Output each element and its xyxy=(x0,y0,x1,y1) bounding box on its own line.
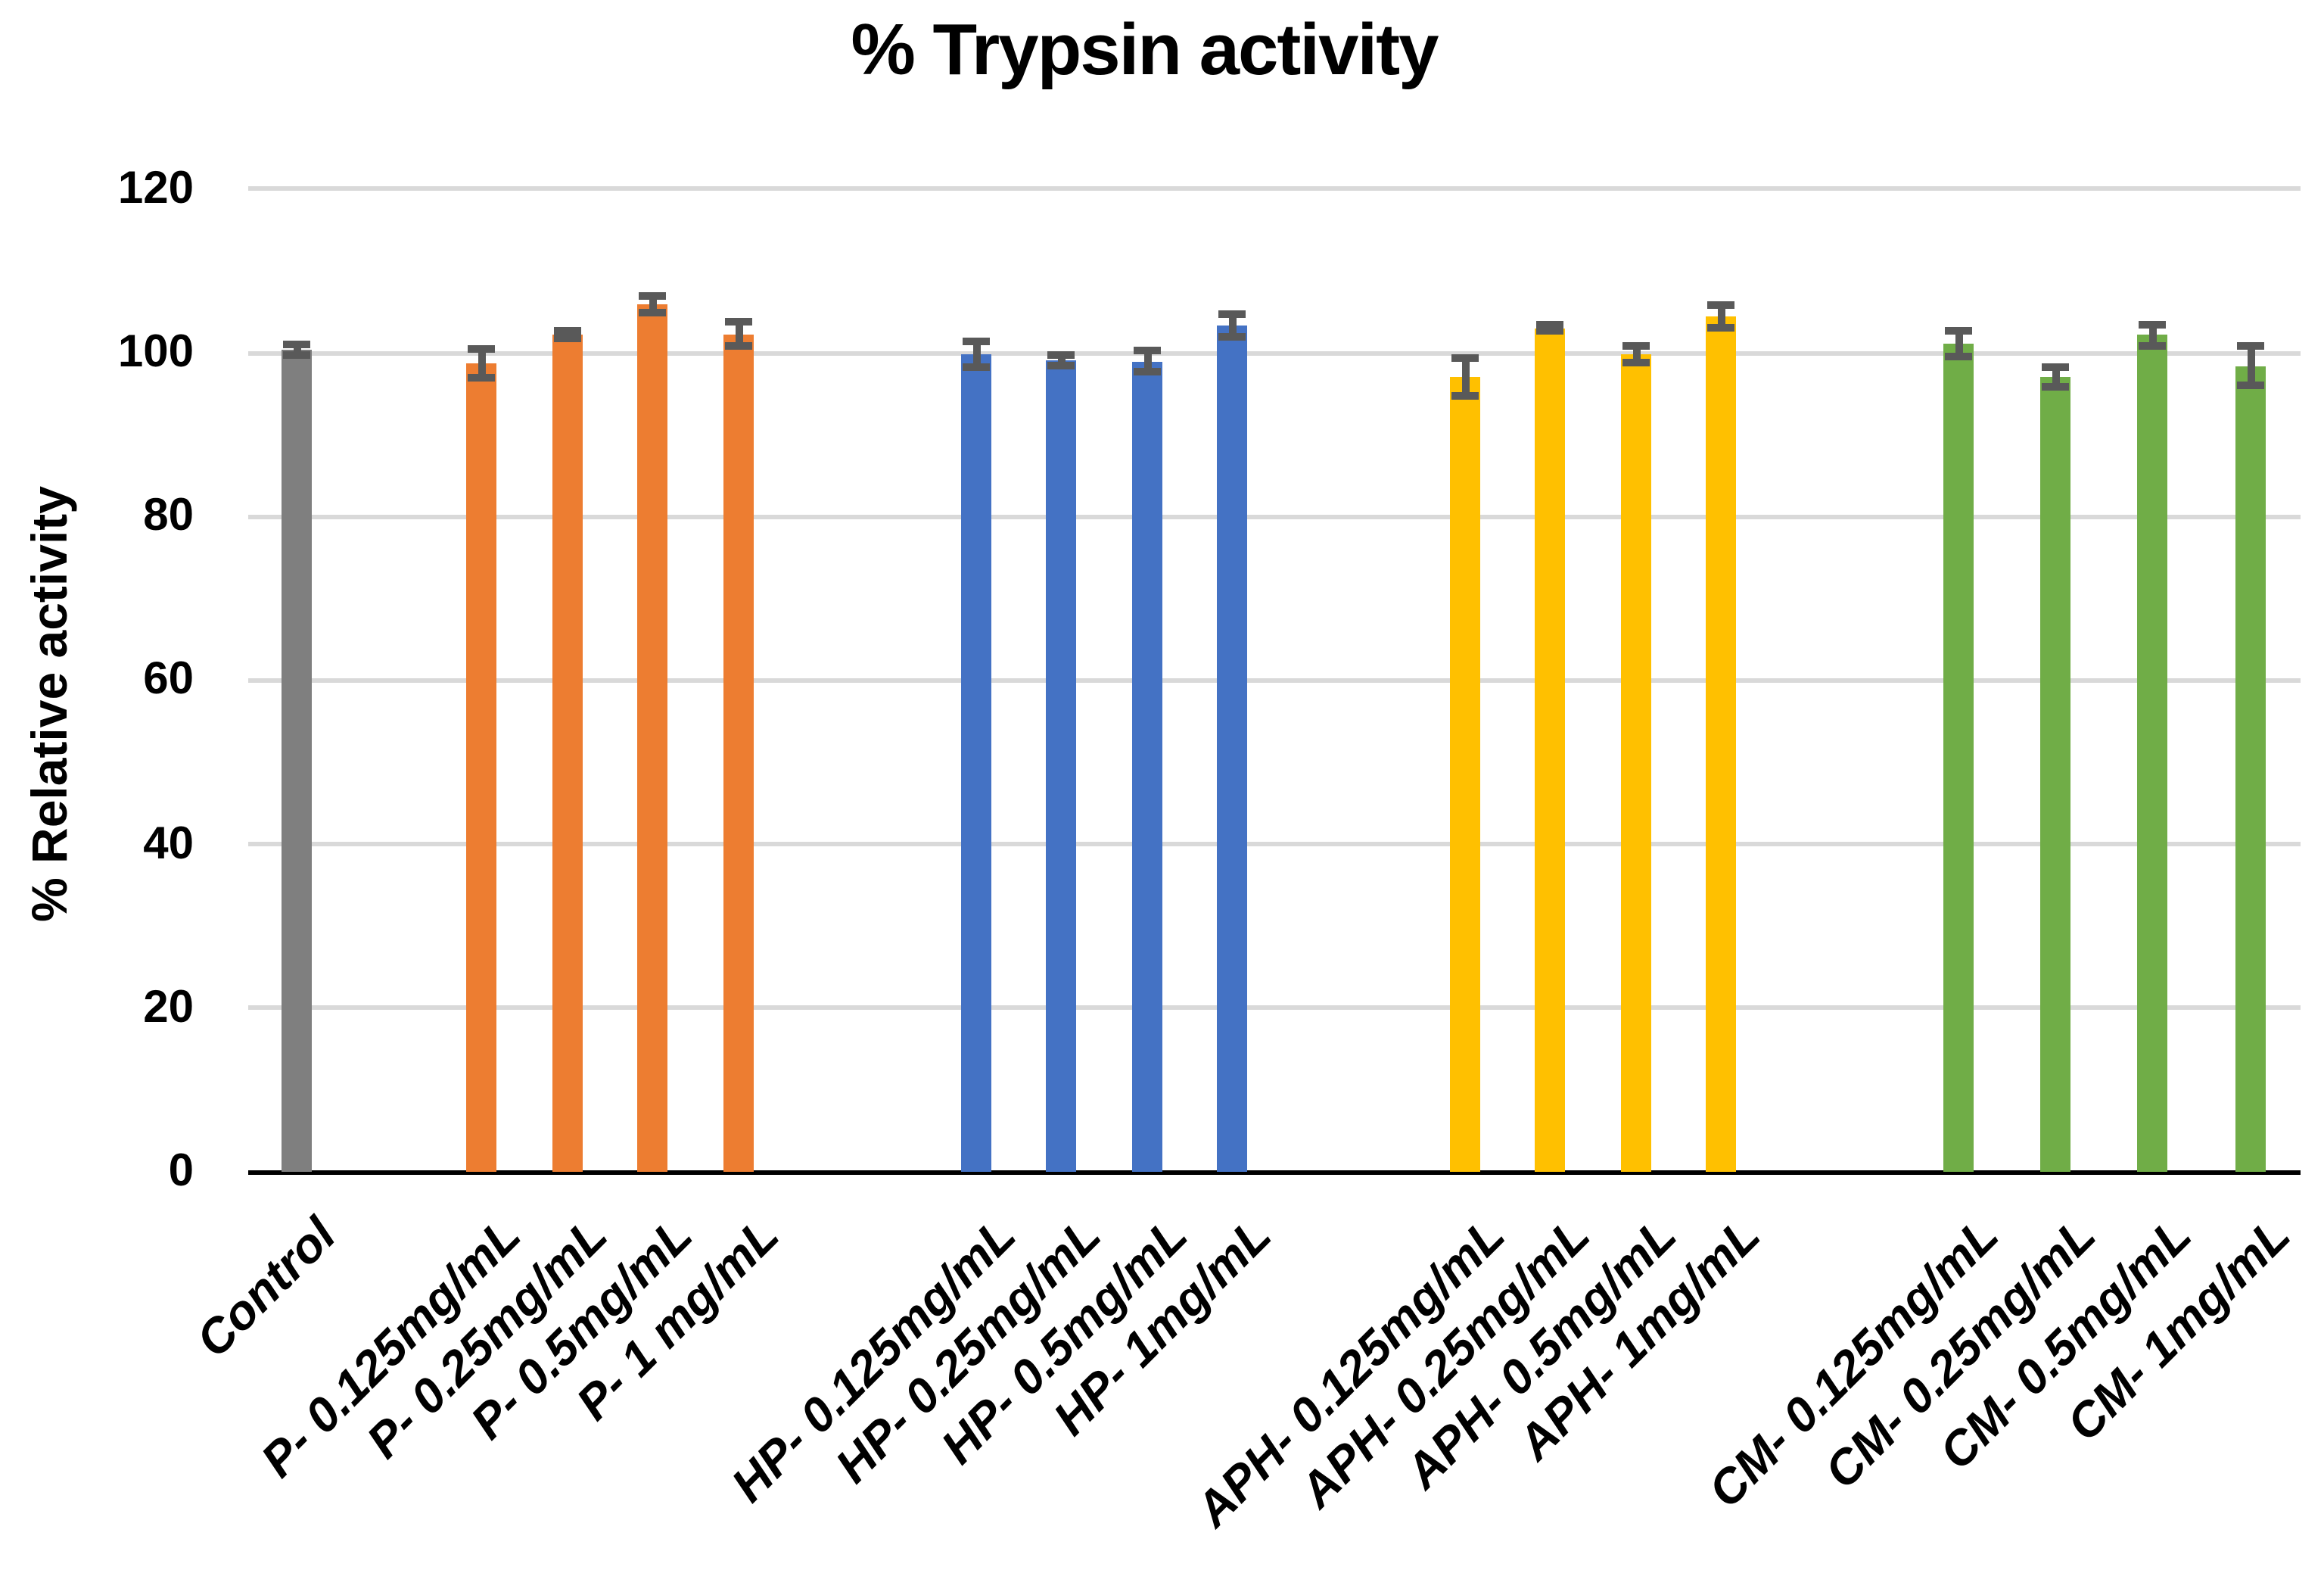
x-axis-line xyxy=(248,1170,2301,1174)
gridline-100 xyxy=(248,350,2301,355)
error-bar-cap-top xyxy=(639,292,666,301)
error-bar xyxy=(564,330,571,339)
error-bar-cap-top xyxy=(725,318,752,326)
error-bar-cap-top xyxy=(1134,347,1161,355)
bar-aph-0.25mg-ml xyxy=(1535,328,1565,1172)
error-bar xyxy=(649,296,656,313)
error-bar xyxy=(1228,314,1236,338)
y-tick-label-40: 40 xyxy=(143,818,194,869)
error-bar-cap-bottom xyxy=(2042,382,2069,391)
error-bar-cap-bottom xyxy=(1451,391,1479,400)
error-bar-cap-bottom xyxy=(1536,327,1563,335)
bar-cm-0.5mg-ml xyxy=(2137,335,2167,1172)
error-bar-cap-bottom xyxy=(1622,358,1650,366)
error-bar-cap-bottom xyxy=(1707,324,1734,332)
error-bar-cap-bottom xyxy=(1218,333,1246,341)
bar-hp-0.25mg-ml xyxy=(1046,360,1076,1172)
error-bar-cap-top xyxy=(1218,310,1246,319)
y-tick-label-80: 80 xyxy=(143,491,194,541)
error-bar-cap-top xyxy=(2139,320,2166,329)
chart-title: % Trypsin activity xyxy=(851,11,1439,91)
gridline-80 xyxy=(248,514,2301,519)
bar-hp-0.5mg-ml xyxy=(1132,361,1162,1172)
error-bar-cap-bottom xyxy=(1945,353,1972,361)
error-bar xyxy=(2148,324,2156,346)
bar-p-1-mg-ml xyxy=(723,334,754,1172)
bar-p-0.5mg-ml xyxy=(637,304,667,1172)
x-tick-label: Control xyxy=(185,1207,347,1368)
y-tick-label-0: 0 xyxy=(168,1146,194,1196)
bar-aph-1mg-ml xyxy=(1706,316,1736,1172)
gridline-40 xyxy=(248,842,2301,847)
error-bar-cap-top xyxy=(963,337,990,345)
bar-cm-1mg-ml xyxy=(2235,366,2266,1172)
y-tick-label-100: 100 xyxy=(117,327,194,377)
bar-aph-0.125mg-ml xyxy=(1450,376,1480,1172)
bar-p-0.25mg-ml xyxy=(552,335,583,1172)
error-bar-cap-top xyxy=(283,341,310,349)
gridline-120 xyxy=(248,186,2301,192)
error-bar-cap-bottom xyxy=(283,350,310,359)
error-bar-cap-top xyxy=(1536,321,1563,329)
bar-aph-0.5mg-ml xyxy=(1621,354,1651,1172)
error-bar-cap-bottom xyxy=(639,308,666,316)
error-bar xyxy=(293,344,300,355)
error-bar-cap-bottom xyxy=(725,341,752,350)
error-bar xyxy=(735,322,742,346)
error-bar-cap-bottom xyxy=(468,374,495,382)
error-bar xyxy=(478,348,485,378)
y-tick-label-60: 60 xyxy=(143,654,194,705)
error-bar xyxy=(1143,350,1151,372)
error-bar-cap-top xyxy=(2042,363,2069,371)
error-bar xyxy=(1057,355,1065,366)
error-bar-cap-bottom xyxy=(2237,382,2264,390)
error-bar-cap-top xyxy=(554,326,581,335)
error-bar-cap-bottom xyxy=(1134,368,1161,376)
error-bar-cap-bottom xyxy=(554,335,581,343)
y-tick-label-20: 20 xyxy=(143,982,194,1033)
error-bar xyxy=(1461,357,1469,396)
gridline-20 xyxy=(248,1005,2301,1011)
bar-control xyxy=(282,349,312,1172)
gridline-60 xyxy=(248,678,2301,683)
error-bar xyxy=(972,341,980,368)
bar-hp-0.125mg-ml xyxy=(961,354,991,1172)
error-bar-cap-top xyxy=(1622,342,1650,350)
error-bar-cap-top xyxy=(1945,326,1972,335)
error-bar-cap-top xyxy=(1451,354,1479,362)
error-bar xyxy=(1955,330,1962,357)
bar-hp-1mg-ml xyxy=(1217,326,1247,1172)
error-bar xyxy=(2247,346,2254,386)
error-bar-cap-bottom xyxy=(1047,361,1075,369)
error-bar-cap-top xyxy=(1707,301,1734,310)
bar-cm-0.25mg-ml xyxy=(2040,376,2070,1172)
error-bar-cap-top xyxy=(2237,342,2264,350)
error-bar-cap-bottom xyxy=(963,363,990,372)
error-bar-cap-bottom xyxy=(2139,341,2166,350)
error-bar-cap-top xyxy=(468,344,495,353)
y-tick-label-120: 120 xyxy=(117,163,194,213)
error-bar xyxy=(2052,366,2059,387)
error-bar xyxy=(1717,305,1725,329)
error-bar-cap-top xyxy=(1047,351,1075,360)
error-bar xyxy=(1632,346,1640,363)
bar-p-0.125mg-ml xyxy=(466,363,496,1172)
bar-cm-0.125mg-ml xyxy=(1943,344,1974,1172)
